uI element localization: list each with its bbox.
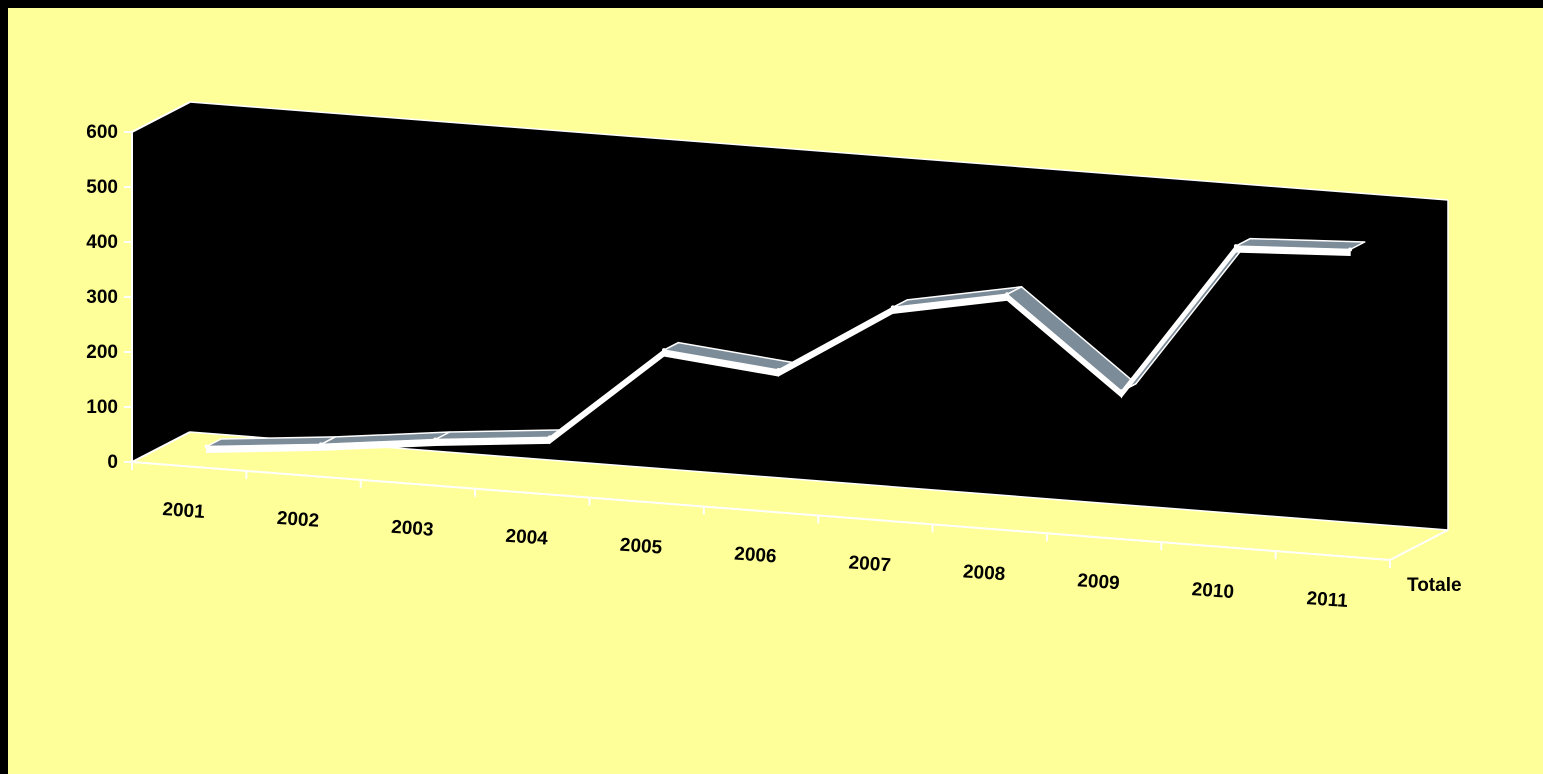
x-tick-label: 2006 [734,544,778,568]
data-point [1005,292,1010,297]
axes [124,101,1449,568]
floor-back-edge [189,431,1449,531]
data-point [318,442,323,447]
data-point [1348,247,1353,252]
x-tick-label: 2007 [848,552,892,576]
data-point [433,437,438,442]
data-point [547,435,552,440]
data-point [204,444,209,449]
x-tick-label: 2008 [962,561,1006,585]
x-tick-label: 2005 [619,535,663,559]
data-point [662,348,666,353]
x-axis-line [131,461,1391,561]
y-tick-label: 0 [107,452,118,473]
series-ribbon [204,237,1366,454]
depth-axis-label: Totale [1407,575,1462,596]
ribbon-segment-face [1235,245,1351,257]
x-tick-label: 2003 [390,517,434,541]
data-point [1233,244,1238,249]
depth-axis-line [1389,529,1449,561]
wall-top-edge [189,101,1449,201]
plot-back-wall [190,102,1448,530]
x-tick-label: 2010 [1191,579,1235,603]
y-tick-label: 400 [86,232,118,253]
plot-side-wall [132,102,190,462]
x-axis-labels: 2001 2002 2003 2004 2005 2006 2007 2008 2009 2010… [162,499,1349,612]
y-tick-label: 600 [86,122,118,143]
y-tick-label: 100 [86,397,118,418]
x-tick-label: 2004 [505,526,549,550]
data-point [1119,389,1124,394]
x-tick-label: 2009 [1077,570,1121,594]
y-axis-top-edge [131,101,191,133]
y-tick-label: 500 [86,177,118,198]
data-point [890,305,895,310]
data-point [776,368,781,372]
y-tick-label: 200 [86,342,118,363]
y-tick-label: 300 [86,287,118,308]
x-tick-label: 2001 [162,499,206,523]
x-tick-label: 2002 [276,508,320,532]
x-tick-label: 2011 [1306,588,1349,612]
y-axis-labels: 0 100 200 300 400 500 600 [86,122,118,473]
floor-left-edge [131,431,191,463]
